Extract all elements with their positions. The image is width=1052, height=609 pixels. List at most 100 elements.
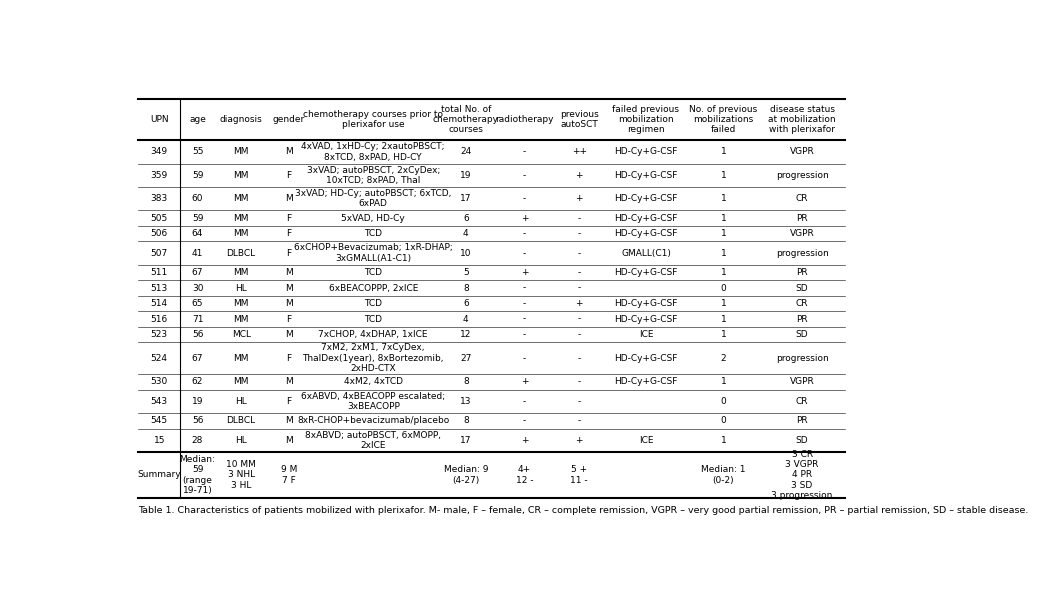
Text: +: + — [521, 436, 528, 445]
Text: CR: CR — [795, 194, 808, 203]
Text: 71: 71 — [191, 314, 203, 323]
Text: Median: 1
(0-2): Median: 1 (0-2) — [701, 465, 746, 485]
Text: MM: MM — [234, 147, 249, 157]
Text: 4+
12 -: 4+ 12 - — [515, 465, 533, 485]
Text: 6xBEACOPPP, 2xICE: 6xBEACOPPP, 2xICE — [328, 284, 418, 292]
Text: 7xCHOP, 4xDHAP, 1xICE: 7xCHOP, 4xDHAP, 1xICE — [319, 330, 428, 339]
Text: 3 CR
3 VGPR
4 PR
3 SD
3 progression: 3 CR 3 VGPR 4 PR 3 SD 3 progression — [771, 449, 833, 500]
Text: 17: 17 — [460, 194, 471, 203]
Text: TCD: TCD — [364, 229, 382, 238]
Text: 67: 67 — [191, 268, 203, 277]
Text: total No. of
chemotherapy
courses: total No. of chemotherapy courses — [432, 105, 499, 135]
Text: -: - — [578, 354, 581, 363]
Text: 524: 524 — [150, 354, 167, 363]
Text: ICE: ICE — [639, 330, 653, 339]
Text: CR: CR — [795, 299, 808, 308]
Text: 10: 10 — [460, 248, 471, 258]
Text: 17: 17 — [460, 436, 471, 445]
Text: HD-Cy+G-CSF: HD-Cy+G-CSF — [614, 171, 677, 180]
Text: MM: MM — [234, 214, 249, 223]
Text: 59: 59 — [191, 214, 203, 223]
Text: Median:
59
(range
19-71): Median: 59 (range 19-71) — [180, 455, 216, 495]
Text: HL: HL — [236, 284, 247, 292]
Text: Median: 9
(4-27): Median: 9 (4-27) — [444, 465, 488, 485]
Text: +: + — [575, 299, 583, 308]
Text: PR: PR — [796, 268, 808, 277]
Text: 1: 1 — [721, 214, 726, 223]
Text: +: + — [521, 378, 528, 386]
Text: 6: 6 — [463, 214, 468, 223]
Text: MM: MM — [234, 378, 249, 386]
Text: +: + — [521, 214, 528, 223]
Text: 1: 1 — [721, 378, 726, 386]
Text: 12: 12 — [460, 330, 471, 339]
Text: 5 +
11 -: 5 + 11 - — [570, 465, 588, 485]
Text: 27: 27 — [460, 354, 471, 363]
Text: progression: progression — [775, 171, 829, 180]
Text: VGPR: VGPR — [790, 378, 814, 386]
Text: 7xM2, 2xM1, 7xCyDex,
ThalDex(1year), 8xBortezomib,
2xHD-CTX: 7xM2, 2xM1, 7xCyDex, ThalDex(1year), 8xB… — [303, 343, 444, 373]
Text: DLBCL: DLBCL — [226, 248, 256, 258]
Text: diagnosis: diagnosis — [220, 115, 263, 124]
Text: failed previous
mobilization
regimen: failed previous mobilization regimen — [612, 105, 680, 135]
Text: 3xVAD; autoPBSCT, 2xCyDex;
10xTCD; 8xPAD, Thal: 3xVAD; autoPBSCT, 2xCyDex; 10xTCD; 8xPAD… — [306, 166, 440, 185]
Text: -: - — [578, 268, 581, 277]
Text: 513: 513 — [150, 284, 168, 292]
Text: -: - — [523, 171, 526, 180]
Text: F: F — [286, 229, 291, 238]
Text: 3xVAD; HD-Cy; autoPBSCT; 6xTCD,
6xPAD: 3xVAD; HD-Cy; autoPBSCT; 6xTCD, 6xPAD — [295, 189, 451, 208]
Text: 1: 1 — [721, 248, 726, 258]
Text: 530: 530 — [150, 378, 168, 386]
Text: 28: 28 — [191, 436, 203, 445]
Text: age: age — [189, 115, 206, 124]
Text: VGPR: VGPR — [790, 229, 814, 238]
Text: No. of previous
mobilizations
failed: No. of previous mobilizations failed — [689, 105, 757, 135]
Text: TCD: TCD — [364, 299, 382, 308]
Text: MM: MM — [234, 194, 249, 203]
Text: 0: 0 — [721, 284, 726, 292]
Text: MM: MM — [234, 299, 249, 308]
Text: 41: 41 — [191, 248, 203, 258]
Text: HD-Cy+G-CSF: HD-Cy+G-CSF — [614, 214, 677, 223]
Text: TCD: TCD — [364, 268, 382, 277]
Text: gender: gender — [272, 115, 305, 124]
Text: -: - — [523, 354, 526, 363]
Text: 516: 516 — [150, 314, 168, 323]
Text: SD: SD — [795, 436, 808, 445]
Text: 55: 55 — [191, 147, 203, 157]
Text: 5: 5 — [463, 268, 468, 277]
Text: 1: 1 — [721, 314, 726, 323]
Text: 359: 359 — [150, 171, 168, 180]
Text: HL: HL — [236, 397, 247, 406]
Text: F: F — [286, 397, 291, 406]
Text: GMALL(C1): GMALL(C1) — [621, 248, 671, 258]
Text: 1: 1 — [721, 330, 726, 339]
Text: 4: 4 — [463, 229, 468, 238]
Text: F: F — [286, 171, 291, 180]
Text: 1: 1 — [721, 436, 726, 445]
Text: 56: 56 — [191, 417, 203, 425]
Text: -: - — [523, 284, 526, 292]
Text: 1: 1 — [721, 299, 726, 308]
Text: 60: 60 — [191, 194, 203, 203]
Text: ++: ++ — [571, 147, 587, 157]
Text: 0: 0 — [721, 397, 726, 406]
Text: 6: 6 — [463, 299, 468, 308]
Text: 514: 514 — [150, 299, 167, 308]
Text: 6xCHOP+Bevacizumab; 1xR-DHAP;
3xGMALL(A1-C1): 6xCHOP+Bevacizumab; 1xR-DHAP; 3xGMALL(A1… — [294, 244, 452, 263]
Text: HD-Cy+G-CSF: HD-Cy+G-CSF — [614, 194, 677, 203]
Text: PR: PR — [796, 214, 808, 223]
Text: PR: PR — [796, 314, 808, 323]
Text: 8: 8 — [463, 417, 468, 425]
Text: +: + — [521, 268, 528, 277]
Text: 59: 59 — [191, 171, 203, 180]
Text: -: - — [578, 330, 581, 339]
Text: 2: 2 — [721, 354, 726, 363]
Text: TCD: TCD — [364, 314, 382, 323]
Text: DLBCL: DLBCL — [226, 417, 256, 425]
Text: M: M — [285, 147, 292, 157]
Text: 6xABVD, 4xBEACOPP escalated;
3xBEACOPP: 6xABVD, 4xBEACOPP escalated; 3xBEACOPP — [301, 392, 445, 411]
Text: HD-Cy+G-CSF: HD-Cy+G-CSF — [614, 314, 677, 323]
Text: 1: 1 — [721, 194, 726, 203]
Text: 10 MM
3 NHL
3 HL: 10 MM 3 NHL 3 HL — [226, 460, 256, 490]
